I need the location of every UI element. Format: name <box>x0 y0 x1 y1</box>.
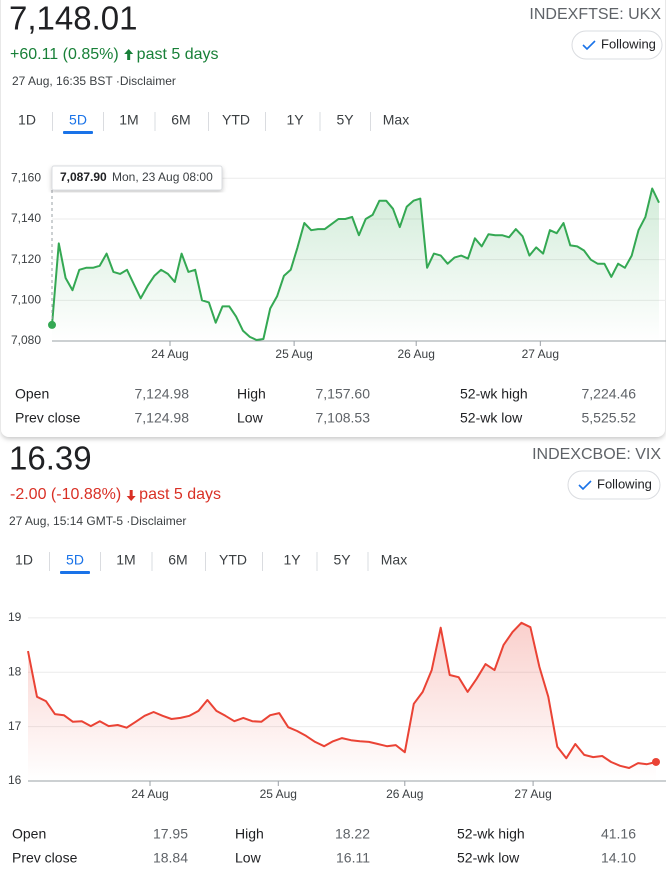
hover-dot <box>48 320 56 329</box>
stat-label: Open <box>15 386 49 402</box>
price-line <box>27 621 657 769</box>
change: -2.00 (-10.88%) <box>10 486 121 503</box>
stat-value: 14.10 <box>601 850 636 866</box>
tooltip-box <box>51 165 223 191</box>
stat-value: 18.22 <box>335 826 370 842</box>
stat-value: 17.95 <box>153 826 188 842</box>
range-tab[interactable]: YTD <box>222 112 250 128</box>
range-tab[interactable]: YTD <box>219 552 247 568</box>
x-tick-label: 27 Aug <box>522 347 559 361</box>
stat-label: 52-wk low <box>460 410 523 426</box>
range-tab[interactable]: 1M <box>116 552 135 568</box>
stat-label: Low <box>235 850 262 866</box>
stat-label: 52-wk high <box>460 386 528 402</box>
y-tick-label: 7,080 <box>11 333 41 347</box>
stat-value: 7,108.53 <box>316 410 371 426</box>
price: 16.39 <box>9 440 92 477</box>
stat-value: 18.84 <box>153 850 188 866</box>
following-button[interactable]: Following <box>567 470 661 500</box>
y-tick-label: 18 <box>8 664 22 678</box>
direction-arrow <box>126 490 136 501</box>
y-tick-label: 16 <box>8 773 22 787</box>
direction-arrow <box>124 49 134 60</box>
x-tick-label: 25 Aug <box>260 787 297 801</box>
x-tick-label: 25 Aug <box>275 347 312 361</box>
range-tab[interactable]: 6M <box>168 552 187 568</box>
x-tick-label: 27 Aug <box>514 787 551 801</box>
check-icon <box>578 480 592 491</box>
button-label: Following <box>601 36 656 51</box>
stat-label: High <box>237 386 266 402</box>
timestamp: 27 Aug, 16:35 BST ·Disclaimer <box>12 74 176 88</box>
ticker: INDEXFTSE: UKX <box>529 6 661 23</box>
range-tab[interactable]: 1Y <box>283 552 301 568</box>
change: +60.11 (0.85%) <box>10 46 119 63</box>
period: past 5 days <box>137 46 219 63</box>
stat-label: High <box>235 826 264 842</box>
stat-value: 7,224.46 <box>582 386 637 402</box>
x-tick-label: 24 Aug <box>151 347 188 361</box>
active-tab-underline <box>63 131 93 134</box>
stat-label: Prev close <box>12 850 78 866</box>
period: past 5 days <box>139 486 221 503</box>
stat-value: 16.11 <box>336 850 370 866</box>
button-outline <box>567 470 661 500</box>
range-tab[interactable]: Max <box>383 112 409 128</box>
stat-value: 7,157.60 <box>316 386 371 402</box>
range-tab[interactable]: 1M <box>119 112 138 128</box>
y-tick-label: 19 <box>8 610 22 624</box>
y-tick-label: 7,120 <box>11 252 41 266</box>
following-button[interactable]: Following <box>571 30 663 60</box>
range-tab[interactable]: 5Y <box>336 112 354 128</box>
stat-label: 52-wk high <box>457 826 525 842</box>
y-tick-label: 7,100 <box>11 292 41 306</box>
stat-value: 5,525.52 <box>582 410 637 426</box>
stat-label: Prev close <box>15 410 81 426</box>
quote-panel: 16.39 INDEXCBOE: VIX Following -2.00 (-10.8… <box>8 440 666 866</box>
range-tab[interactable]: 1Y <box>286 112 304 128</box>
x-tick-label: 26 Aug <box>398 347 435 361</box>
button-label: Following <box>597 476 652 491</box>
range-tab[interactable]: 1D <box>18 112 36 128</box>
range-tab[interactable]: 1D <box>15 552 33 568</box>
ticker: INDEXCBOE: VIX <box>532 446 661 463</box>
range-tab[interactable]: 5D <box>66 552 84 568</box>
area <box>28 622 656 781</box>
range-tab[interactable]: 5D <box>69 112 87 128</box>
range-tab[interactable]: 5Y <box>333 552 351 568</box>
end-dot <box>652 757 660 766</box>
quote-panel: 7,148.01 INDEXFTSE: UKX Following +60.11 (0… <box>9 0 666 426</box>
x-tick-label: 26 Aug <box>386 787 423 801</box>
stat-label: Open <box>12 826 46 842</box>
stat-label: Low <box>237 410 264 426</box>
price: 7,148.01 <box>9 0 137 37</box>
check-icon <box>582 40 596 51</box>
y-tick-label: 7,160 <box>11 170 41 184</box>
stat-value: 7,124.98 <box>135 410 190 426</box>
timestamp: 27 Aug, 15:14 GMT-5 ·Disclaimer <box>9 514 186 528</box>
price-line <box>51 187 660 341</box>
active-tab-underline <box>60 571 90 574</box>
stat-label: 52-wk low <box>457 850 520 866</box>
y-tick-label: 7,140 <box>11 211 41 225</box>
range-tab[interactable]: Max <box>381 552 407 568</box>
x-tick-label: 24 Aug <box>131 787 168 801</box>
area <box>52 188 659 341</box>
y-tick-label: 17 <box>8 719 22 733</box>
range-tab[interactable]: 6M <box>171 112 190 128</box>
stat-value: 41.16 <box>601 826 636 842</box>
stat-value: 7,124.98 <box>135 386 190 402</box>
tooltip-value: 7,087.90 <box>60 170 107 184</box>
tooltip-date: Mon, 23 Aug 08:00 <box>112 170 213 184</box>
button-outline <box>571 30 663 60</box>
